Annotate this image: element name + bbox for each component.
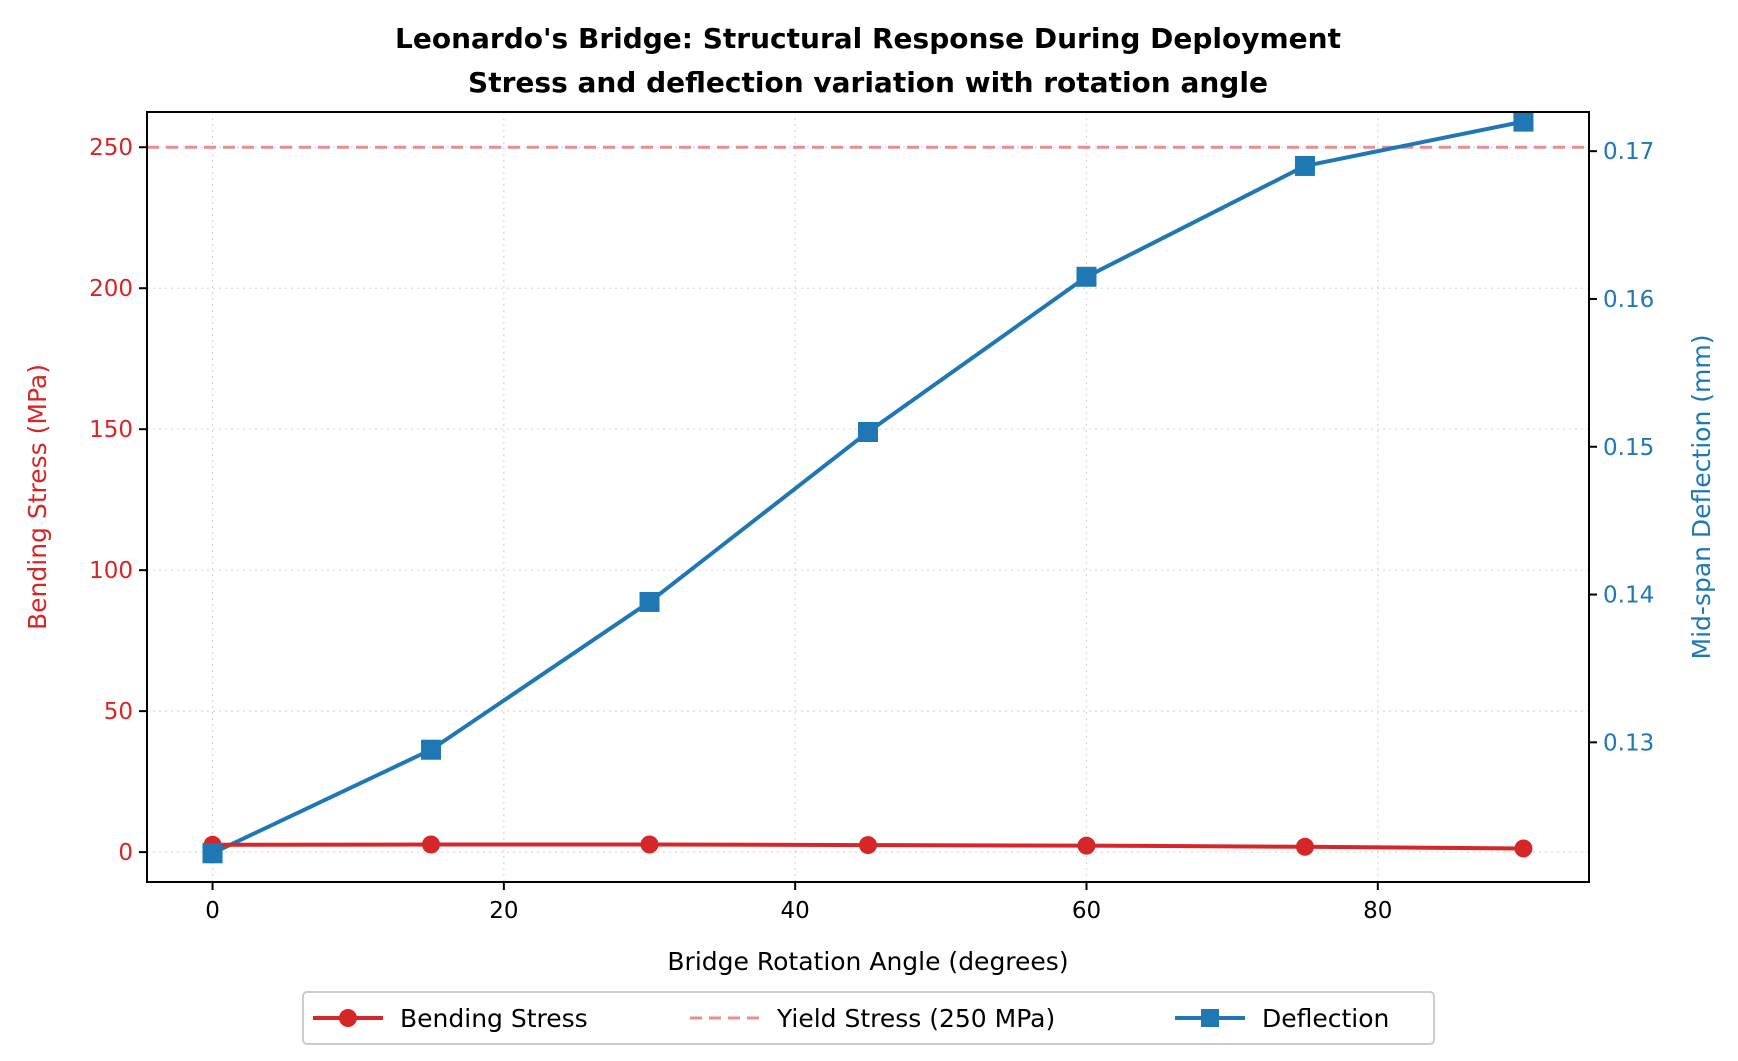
y-left-tick-label: 250 <box>89 135 133 161</box>
bending-stress-point <box>422 835 441 854</box>
deflection-point <box>202 843 223 864</box>
x-axis-label: Bridge Rotation Angle (degrees) <box>667 947 1068 976</box>
bending-stress-point <box>1514 839 1533 858</box>
legend-item-deflection: Deflection <box>1175 1004 1389 1033</box>
legend-marker-deflection <box>1201 1009 1219 1027</box>
legend-label-yield-stress: Yield Stress (250 MPa) <box>776 1004 1055 1033</box>
legend-label-bending-stress: Bending Stress <box>400 1004 588 1033</box>
y-left-tick-label: 0 <box>118 840 133 866</box>
y-right-tick-label: 0.14 <box>1603 583 1654 609</box>
y-right-tick-label: 0.16 <box>1603 287 1654 313</box>
x-tick-label: 40 <box>781 898 810 924</box>
grid-lines <box>147 112 1589 882</box>
y-right-tick-label: 0.15 <box>1603 435 1654 461</box>
x-tick-label: 80 <box>1363 898 1392 924</box>
deflection-point <box>1076 266 1097 287</box>
deflection-point <box>1294 155 1315 176</box>
chart-title: Leonardo's Bridge: Structural Response D… <box>395 22 1341 55</box>
legend-item-yield-stress: Yield Stress (250 MPa) <box>690 1004 1055 1033</box>
legend: Bending Stress Yield Stress (250 MPa) De… <box>302 991 1435 1045</box>
bending-stress-point <box>1295 837 1314 856</box>
y-axis-label-left: Bending Stress (MPa) <box>23 364 52 630</box>
chart-subtitle: Stress and deflection variation with rot… <box>468 66 1268 99</box>
bending-stress-point <box>640 835 659 854</box>
legend-marker-bending-stress <box>339 1009 357 1027</box>
legend-label-deflection: Deflection <box>1262 1004 1389 1033</box>
legend-frame <box>302 991 1435 1045</box>
y-left-tick-label: 200 <box>89 276 133 302</box>
x-tick-label: 20 <box>489 898 518 924</box>
deflection-point <box>421 739 442 760</box>
deflection-point <box>858 421 878 442</box>
axes: 0 20 40 60 80 0 50 100 150 200 250 0.13 0.14 0.15 0.16… <box>89 135 1654 924</box>
legend-item-bending-stress: Bending Stress <box>313 1004 588 1033</box>
x-tick-label: 60 <box>1072 898 1101 924</box>
deflection-point <box>639 591 660 612</box>
bending-stress-point <box>1077 836 1096 855</box>
y-left-tick-label: 150 <box>89 417 133 443</box>
bending-stress-point <box>859 836 877 855</box>
x-tick-label: 0 <box>205 898 220 924</box>
y-axis-label-right: Mid-span Deflection (mm) <box>1687 335 1716 660</box>
y-right-tick-label: 0.13 <box>1603 730 1654 756</box>
series-layer <box>147 111 1589 864</box>
deflection-point <box>1513 111 1534 132</box>
y-left-tick-label: 50 <box>104 699 133 725</box>
plot-frame <box>146 111 1590 883</box>
deflection-line <box>211 119 1524 855</box>
y-right-tick-label: 0.17 <box>1603 139 1654 165</box>
y-left-tick-label: 100 <box>89 558 133 584</box>
